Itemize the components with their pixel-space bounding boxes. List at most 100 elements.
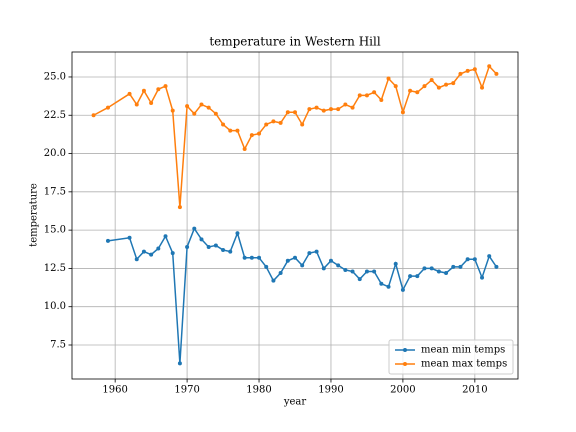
point bbox=[307, 107, 312, 112]
y-tick-label: 25.0 bbox=[44, 71, 66, 82]
point bbox=[393, 261, 398, 266]
point bbox=[328, 107, 333, 112]
y-tick-label: 17.5 bbox=[44, 186, 66, 197]
point bbox=[343, 102, 348, 107]
point bbox=[379, 281, 384, 286]
point bbox=[415, 90, 420, 95]
point bbox=[177, 205, 182, 210]
legend-label: mean max temps bbox=[421, 359, 507, 370]
point bbox=[350, 105, 355, 110]
point bbox=[293, 255, 297, 260]
point bbox=[408, 88, 413, 93]
point bbox=[314, 249, 319, 254]
point bbox=[285, 258, 290, 263]
x-axis-label: year bbox=[283, 397, 307, 408]
point bbox=[141, 249, 146, 254]
point bbox=[127, 235, 132, 240]
point bbox=[134, 257, 139, 262]
point bbox=[163, 234, 168, 239]
point bbox=[444, 271, 449, 276]
x-tick-label: 1960 bbox=[102, 385, 127, 396]
point bbox=[249, 255, 254, 260]
point bbox=[91, 113, 96, 118]
point bbox=[185, 244, 190, 249]
point bbox=[185, 104, 190, 109]
point bbox=[228, 128, 233, 133]
point bbox=[487, 64, 492, 69]
point bbox=[444, 82, 449, 87]
point bbox=[242, 146, 247, 151]
point bbox=[105, 105, 110, 110]
point bbox=[228, 249, 233, 254]
point bbox=[163, 84, 168, 89]
point bbox=[192, 226, 197, 231]
point bbox=[221, 248, 226, 253]
point bbox=[480, 275, 485, 280]
point bbox=[105, 238, 110, 243]
point bbox=[249, 133, 254, 138]
point bbox=[357, 277, 362, 282]
legend-label: mean min temps bbox=[421, 345, 505, 356]
y-tick-label: 15.0 bbox=[44, 225, 66, 236]
point bbox=[199, 102, 204, 107]
y-tick-label: 12.5 bbox=[44, 263, 66, 274]
point bbox=[379, 97, 384, 102]
point bbox=[257, 131, 262, 136]
point bbox=[206, 244, 211, 249]
point bbox=[386, 284, 391, 289]
point bbox=[408, 274, 413, 279]
point bbox=[422, 266, 427, 271]
point bbox=[343, 267, 348, 272]
point bbox=[400, 110, 405, 115]
point bbox=[192, 111, 197, 116]
point bbox=[278, 120, 283, 125]
y-tick-label: 20.0 bbox=[44, 148, 66, 159]
point bbox=[364, 269, 369, 274]
point bbox=[141, 88, 146, 93]
point bbox=[429, 266, 434, 271]
point bbox=[293, 110, 297, 115]
point bbox=[480, 85, 485, 90]
point bbox=[458, 264, 463, 269]
legend-box bbox=[388, 339, 514, 375]
point bbox=[415, 274, 420, 279]
point bbox=[156, 87, 161, 92]
point bbox=[321, 108, 326, 113]
point bbox=[487, 254, 492, 259]
point bbox=[278, 271, 283, 276]
point bbox=[357, 93, 362, 98]
point bbox=[271, 119, 276, 124]
point bbox=[156, 246, 161, 251]
point bbox=[436, 85, 441, 90]
y-axis-label: temperature bbox=[29, 183, 40, 247]
point bbox=[199, 237, 204, 242]
point bbox=[242, 255, 247, 260]
point bbox=[429, 78, 434, 83]
point bbox=[350, 269, 355, 274]
point bbox=[300, 263, 305, 268]
legend-marker bbox=[403, 348, 407, 352]
point bbox=[206, 105, 211, 110]
point bbox=[472, 67, 477, 72]
y-tick-label: 7.5 bbox=[50, 339, 66, 350]
x-tick-label: 1980 bbox=[246, 385, 271, 396]
point bbox=[307, 251, 312, 256]
point bbox=[264, 264, 269, 269]
point bbox=[436, 269, 441, 274]
point bbox=[451, 264, 456, 269]
point bbox=[213, 243, 218, 248]
point bbox=[451, 81, 456, 86]
point bbox=[213, 111, 218, 116]
point bbox=[465, 257, 470, 262]
point bbox=[177, 361, 182, 366]
point bbox=[336, 263, 341, 268]
plot-frame bbox=[71, 51, 519, 380]
point bbox=[170, 108, 175, 113]
chart-title: temperature in Western Hill bbox=[209, 35, 381, 49]
point bbox=[271, 278, 276, 283]
point bbox=[328, 258, 333, 263]
legend-marker bbox=[403, 362, 407, 366]
point bbox=[494, 264, 499, 269]
x-tick-label: 1990 bbox=[318, 385, 343, 396]
